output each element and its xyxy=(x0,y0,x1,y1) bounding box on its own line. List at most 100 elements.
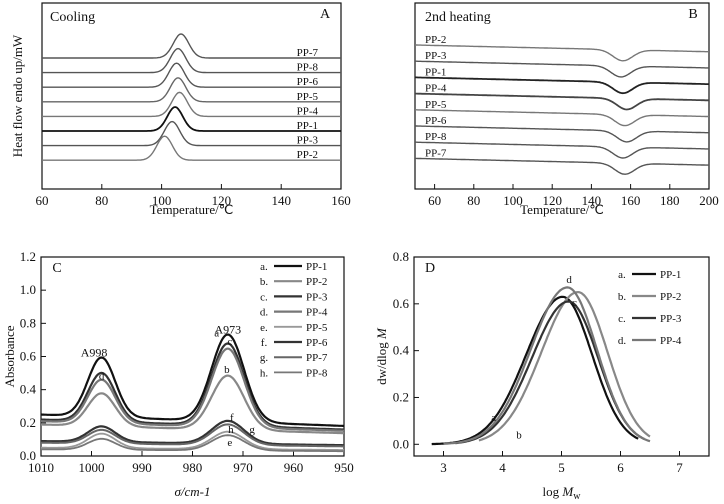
panel-d-frame xyxy=(413,256,710,457)
panel-a-label: A xyxy=(320,7,331,22)
panel-c-curve-letter: d xyxy=(99,371,105,383)
panel-d-series-pp-3 xyxy=(455,300,645,445)
panel-b-x-tick-label: 120 xyxy=(542,193,562,208)
panel-c-series-pp-4 xyxy=(41,347,345,432)
panel-c-curve-letter: c xyxy=(227,336,232,348)
panel-b-series-pp-8 xyxy=(415,141,709,159)
panel-b-x-tick-label: 60 xyxy=(428,193,441,208)
panel-c-y-label: Absorbance xyxy=(2,325,17,387)
panel-c-legend-letter: d. xyxy=(260,307,269,319)
panel-d-curve-letter: b xyxy=(516,429,522,441)
panel-d-y-tick-label: 0.0 xyxy=(393,436,409,451)
panel-b-series-pp-6 xyxy=(415,125,710,143)
panel-c-series-pp-6 xyxy=(41,419,344,447)
panel-a-x-tick-label: 100 xyxy=(152,193,172,208)
panel-d-legend-letter: c. xyxy=(618,313,626,325)
panel-b-x-tick-label: 180 xyxy=(660,193,680,208)
panel-c-label: C xyxy=(52,261,61,276)
panel-b-series-pp-1 xyxy=(415,76,710,95)
panel-c-x-tick-label: 950 xyxy=(334,460,354,475)
panel-d-label: D xyxy=(425,261,435,276)
panel-d-legend-letter: a. xyxy=(618,269,626,281)
panel-b-series-pp-4 xyxy=(415,92,709,111)
panel-d-curve-letter: d xyxy=(566,274,572,286)
panel-c-x-label: σ/cm-1 xyxy=(174,484,210,499)
panel-c-curve-letter: e xyxy=(227,437,232,449)
panel-d-y-tick-label: 0.2 xyxy=(393,389,409,404)
panel-b-series-label: PP-7 xyxy=(425,147,447,159)
panel-c-series-pp-5 xyxy=(41,430,344,451)
panel-c-curve-letter: f xyxy=(230,412,234,424)
panel-b-series-pp-2 xyxy=(415,44,710,62)
panel-c-y-tick-label: 0.4 xyxy=(20,382,37,397)
panel-c-legend-letter: g. xyxy=(260,352,269,364)
panel-a-series-pp-7 xyxy=(42,33,341,59)
panel-a-series-label: PP-6 xyxy=(297,76,319,88)
panel-c-x-tick-label: 1000 xyxy=(79,460,105,475)
panel-c-y-tick-label: 0.2 xyxy=(20,415,36,430)
panel-c-series-pp-8 xyxy=(41,434,344,453)
panel-d-curve-letter: a xyxy=(491,412,496,424)
panel-c-legend-label: PP-4 xyxy=(306,307,328,319)
panel-b-series-label: PP-6 xyxy=(425,115,447,127)
panel-c-legend-label: PP-8 xyxy=(306,367,328,379)
panel-a-x-label: Temperature/℃ xyxy=(150,202,234,217)
panel-d-y-tick-label: 0.8 xyxy=(393,249,409,264)
panel-a-x-tick-label: 140 xyxy=(271,193,291,208)
panel-b-series-label: PP-4 xyxy=(425,83,447,95)
panel-d-y-label: dw/dlog M xyxy=(374,327,389,385)
panel-c-x-tick-label: 960 xyxy=(284,460,304,475)
panel-c-x-tick-label: 970 xyxy=(233,460,253,475)
panel-d-legend-letter: d. xyxy=(618,335,627,347)
panel-a-x-tick-label: 80 xyxy=(95,193,108,208)
panel-c-x-tick-label: 980 xyxy=(183,460,203,475)
panel-c-series-pp-1 xyxy=(40,333,344,427)
panel-c-series-pp-2 xyxy=(41,374,345,435)
panel-c-legend-letter: a. xyxy=(260,261,268,273)
panel-c-y-tick-label: 0.6 xyxy=(20,349,37,364)
panel-b-x-tick-label: 100 xyxy=(503,193,523,208)
panel-a-series-pp-6 xyxy=(42,62,341,88)
panel-d-y-tick-label: 0.6 xyxy=(393,296,410,311)
panel-c-curve-letter: h xyxy=(228,424,234,436)
panel-c-x-tick-label: 1010 xyxy=(28,460,54,475)
panel-a-series-pp-2 xyxy=(42,135,341,161)
panel-a-series-pp-5 xyxy=(42,77,341,103)
panel-b-series-pp-5 xyxy=(415,109,709,127)
panel-c-legend-label: PP-5 xyxy=(306,322,328,334)
panel-d-legend-label: PP-1 xyxy=(660,269,681,281)
panel-a-series-label: PP-3 xyxy=(297,135,319,147)
panel-c-y-tick-label: 0.8 xyxy=(20,315,36,330)
panel-b-x-tick-label: 140 xyxy=(582,193,602,208)
panel-b-x-tick-label: 200 xyxy=(699,193,719,208)
panel-a-series-label: PP-4 xyxy=(297,105,319,117)
panel-d-legend-letter: b. xyxy=(618,291,627,303)
panel-a-x-tick-label: 160 xyxy=(331,193,351,208)
panel-a-x-tick-label: 120 xyxy=(212,193,232,208)
panel-b-series-label: PP-3 xyxy=(425,50,447,62)
panel-c-y-tick-label: 1.0 xyxy=(20,282,36,297)
panel-c-legend-label: PP-1 xyxy=(306,261,327,273)
panel-c-series-pp-3 xyxy=(40,342,344,431)
panel-d-x-tick-label: 3 xyxy=(440,460,447,475)
panel-b-title: 2nd heating xyxy=(425,10,491,25)
panel-c-legend-letter: e. xyxy=(260,322,268,334)
panel-d-x-tick-label: 7 xyxy=(676,460,683,475)
panel-c-legend-letter: h. xyxy=(260,367,269,379)
panel-d-x-tick-label: 4 xyxy=(499,460,506,475)
panel-d-x-tick-label: 5 xyxy=(558,460,565,475)
panel-b-label: B xyxy=(688,7,697,22)
panel-d-legend-label: PP-2 xyxy=(660,291,681,303)
panel-a-y-label: Heat flow endo up/mW xyxy=(10,34,25,157)
panel-c-legend-label: PP-7 xyxy=(306,352,328,364)
panel-c-x-tick-label: 990 xyxy=(132,460,152,475)
panel-c-curve-letter: b xyxy=(224,364,230,376)
panel-d-curve-letter: c xyxy=(572,297,577,309)
panel-c-curve-letter: a xyxy=(214,328,219,340)
panel-b-x-tick-label: 160 xyxy=(621,193,641,208)
panel-c-annotation-a998: A998 xyxy=(81,346,108,360)
panel-d-y-tick-label: 0.4 xyxy=(393,343,410,358)
panel-c-legend-letter: f. xyxy=(261,337,268,349)
panel-b-series-label: PP-2 xyxy=(425,34,446,46)
